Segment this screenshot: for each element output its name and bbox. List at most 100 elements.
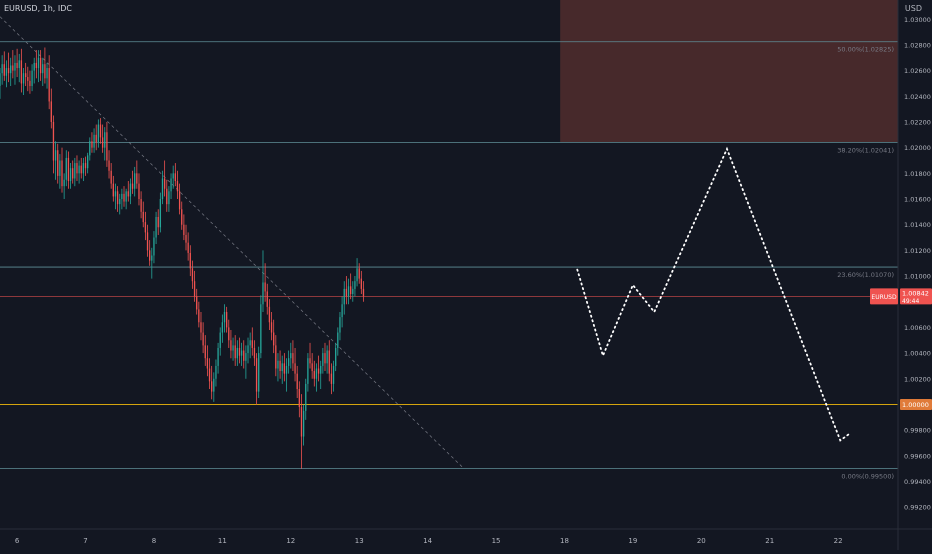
price-axis-tick: 1.00200: [904, 375, 931, 383]
price-axis-tick: 1.02000: [904, 144, 931, 152]
candle-body: [317, 368, 320, 374]
time-axis-tick: 19: [628, 537, 637, 545]
candle-body: [119, 199, 121, 205]
candle-body: [48, 68, 50, 102]
candle-body: [185, 234, 187, 243]
candle-body: [311, 363, 313, 372]
candle-body: [345, 288, 348, 297]
candle-body: [127, 191, 129, 197]
symbol-badge-text: EURUSD: [871, 294, 897, 301]
candle-body: [315, 368, 318, 379]
candle-body: [206, 358, 209, 369]
candle-body: [349, 286, 352, 295]
candle-body: [44, 64, 46, 79]
candle-body: [46, 68, 48, 79]
candle-body: [232, 345, 234, 351]
candle-body: [240, 350, 243, 356]
time-axis-tick: 15: [492, 537, 501, 545]
candle-body: [296, 373, 298, 390]
candle-body: [65, 157, 67, 180]
time-axis-tick: 12: [286, 537, 295, 545]
candle-body: [161, 178, 164, 200]
candle-body: [101, 137, 104, 148]
candle-body: [37, 57, 40, 69]
candle-body: [57, 150, 59, 176]
candle-body: [294, 363, 296, 374]
candle-body: [200, 322, 202, 333]
current-price-badge: [900, 288, 932, 305]
candle-body: [221, 322, 224, 333]
candle-body: [35, 62, 38, 69]
candle-body: [95, 134, 97, 143]
time-axis-tick: 13: [355, 537, 364, 545]
candle-body: [292, 353, 294, 364]
candle-body: [61, 160, 63, 187]
candle-body: [196, 296, 198, 310]
candle-body: [217, 347, 219, 366]
fib-level-label: 23.60%(1.01070): [837, 271, 894, 279]
candle-body: [112, 183, 114, 197]
candle-body: [7, 68, 10, 74]
candle-body: [253, 347, 256, 359]
candle-body: [202, 332, 204, 346]
candle-body: [114, 191, 117, 197]
candle-body: [134, 173, 136, 189]
candle-body: [193, 281, 196, 297]
candle-body: [63, 179, 65, 187]
price-axis-tick: 0.99600: [904, 452, 931, 460]
candle-body: [260, 304, 262, 354]
price-axis-tick: 1.01000: [904, 273, 931, 281]
price-axis-tick: 1.03000: [904, 16, 931, 24]
time-axis-tick: 14: [423, 537, 432, 545]
candle-body: [151, 255, 153, 261]
candle-body: [84, 163, 87, 169]
candle-body: [1, 64, 3, 74]
candle-body: [76, 163, 78, 174]
candle-body: [354, 281, 356, 289]
fib-level-label: 50.00%(1.02825): [837, 46, 894, 54]
candle-body: [313, 371, 315, 379]
price-axis-tick: 0.99800: [904, 427, 931, 435]
candle-body: [264, 282, 266, 292]
candle-body: [339, 317, 341, 333]
candle-body: [230, 340, 232, 351]
candle-body: [352, 288, 354, 295]
candle-body: [116, 191, 119, 205]
candle-body: [332, 365, 335, 384]
candle-body: [74, 163, 76, 179]
candle-body: [281, 363, 283, 372]
candle-body: [31, 70, 33, 87]
candle-body: [279, 360, 281, 372]
candle-body: [0, 73, 1, 87]
candle-body: [146, 232, 149, 251]
candle-body: [266, 291, 268, 307]
candle-body: [305, 383, 307, 411]
time-axis-tick: 8: [152, 537, 156, 545]
candle-body: [168, 191, 170, 205]
candle-body: [110, 170, 112, 184]
candle-body: [86, 155, 89, 169]
candle-body: [142, 211, 144, 223]
candle-body: [174, 173, 176, 182]
candle-body: [166, 188, 168, 205]
candle-body: [97, 124, 100, 143]
candle-body: [24, 73, 27, 78]
candle-body: [283, 363, 286, 374]
candle-body: [52, 121, 55, 161]
support-price-text: 1.00000: [902, 401, 929, 409]
price-axis-tick: 1.01200: [904, 247, 931, 255]
symbol-interval-label[interactable]: EURUSD, 1h, IDC: [4, 4, 72, 13]
price-axis-tick: 1.01800: [904, 170, 931, 178]
candle-body: [247, 345, 249, 354]
candle-body: [215, 365, 217, 379]
candle-body: [356, 268, 358, 282]
time-axis-tick: 7: [83, 537, 87, 545]
candle-body: [78, 165, 80, 174]
candle-body: [211, 381, 213, 392]
candle-body: [16, 62, 18, 69]
candle-body: [245, 353, 247, 361]
candle-body: [172, 173, 174, 179]
candle-body: [22, 73, 25, 84]
candle-body: [3, 64, 5, 76]
